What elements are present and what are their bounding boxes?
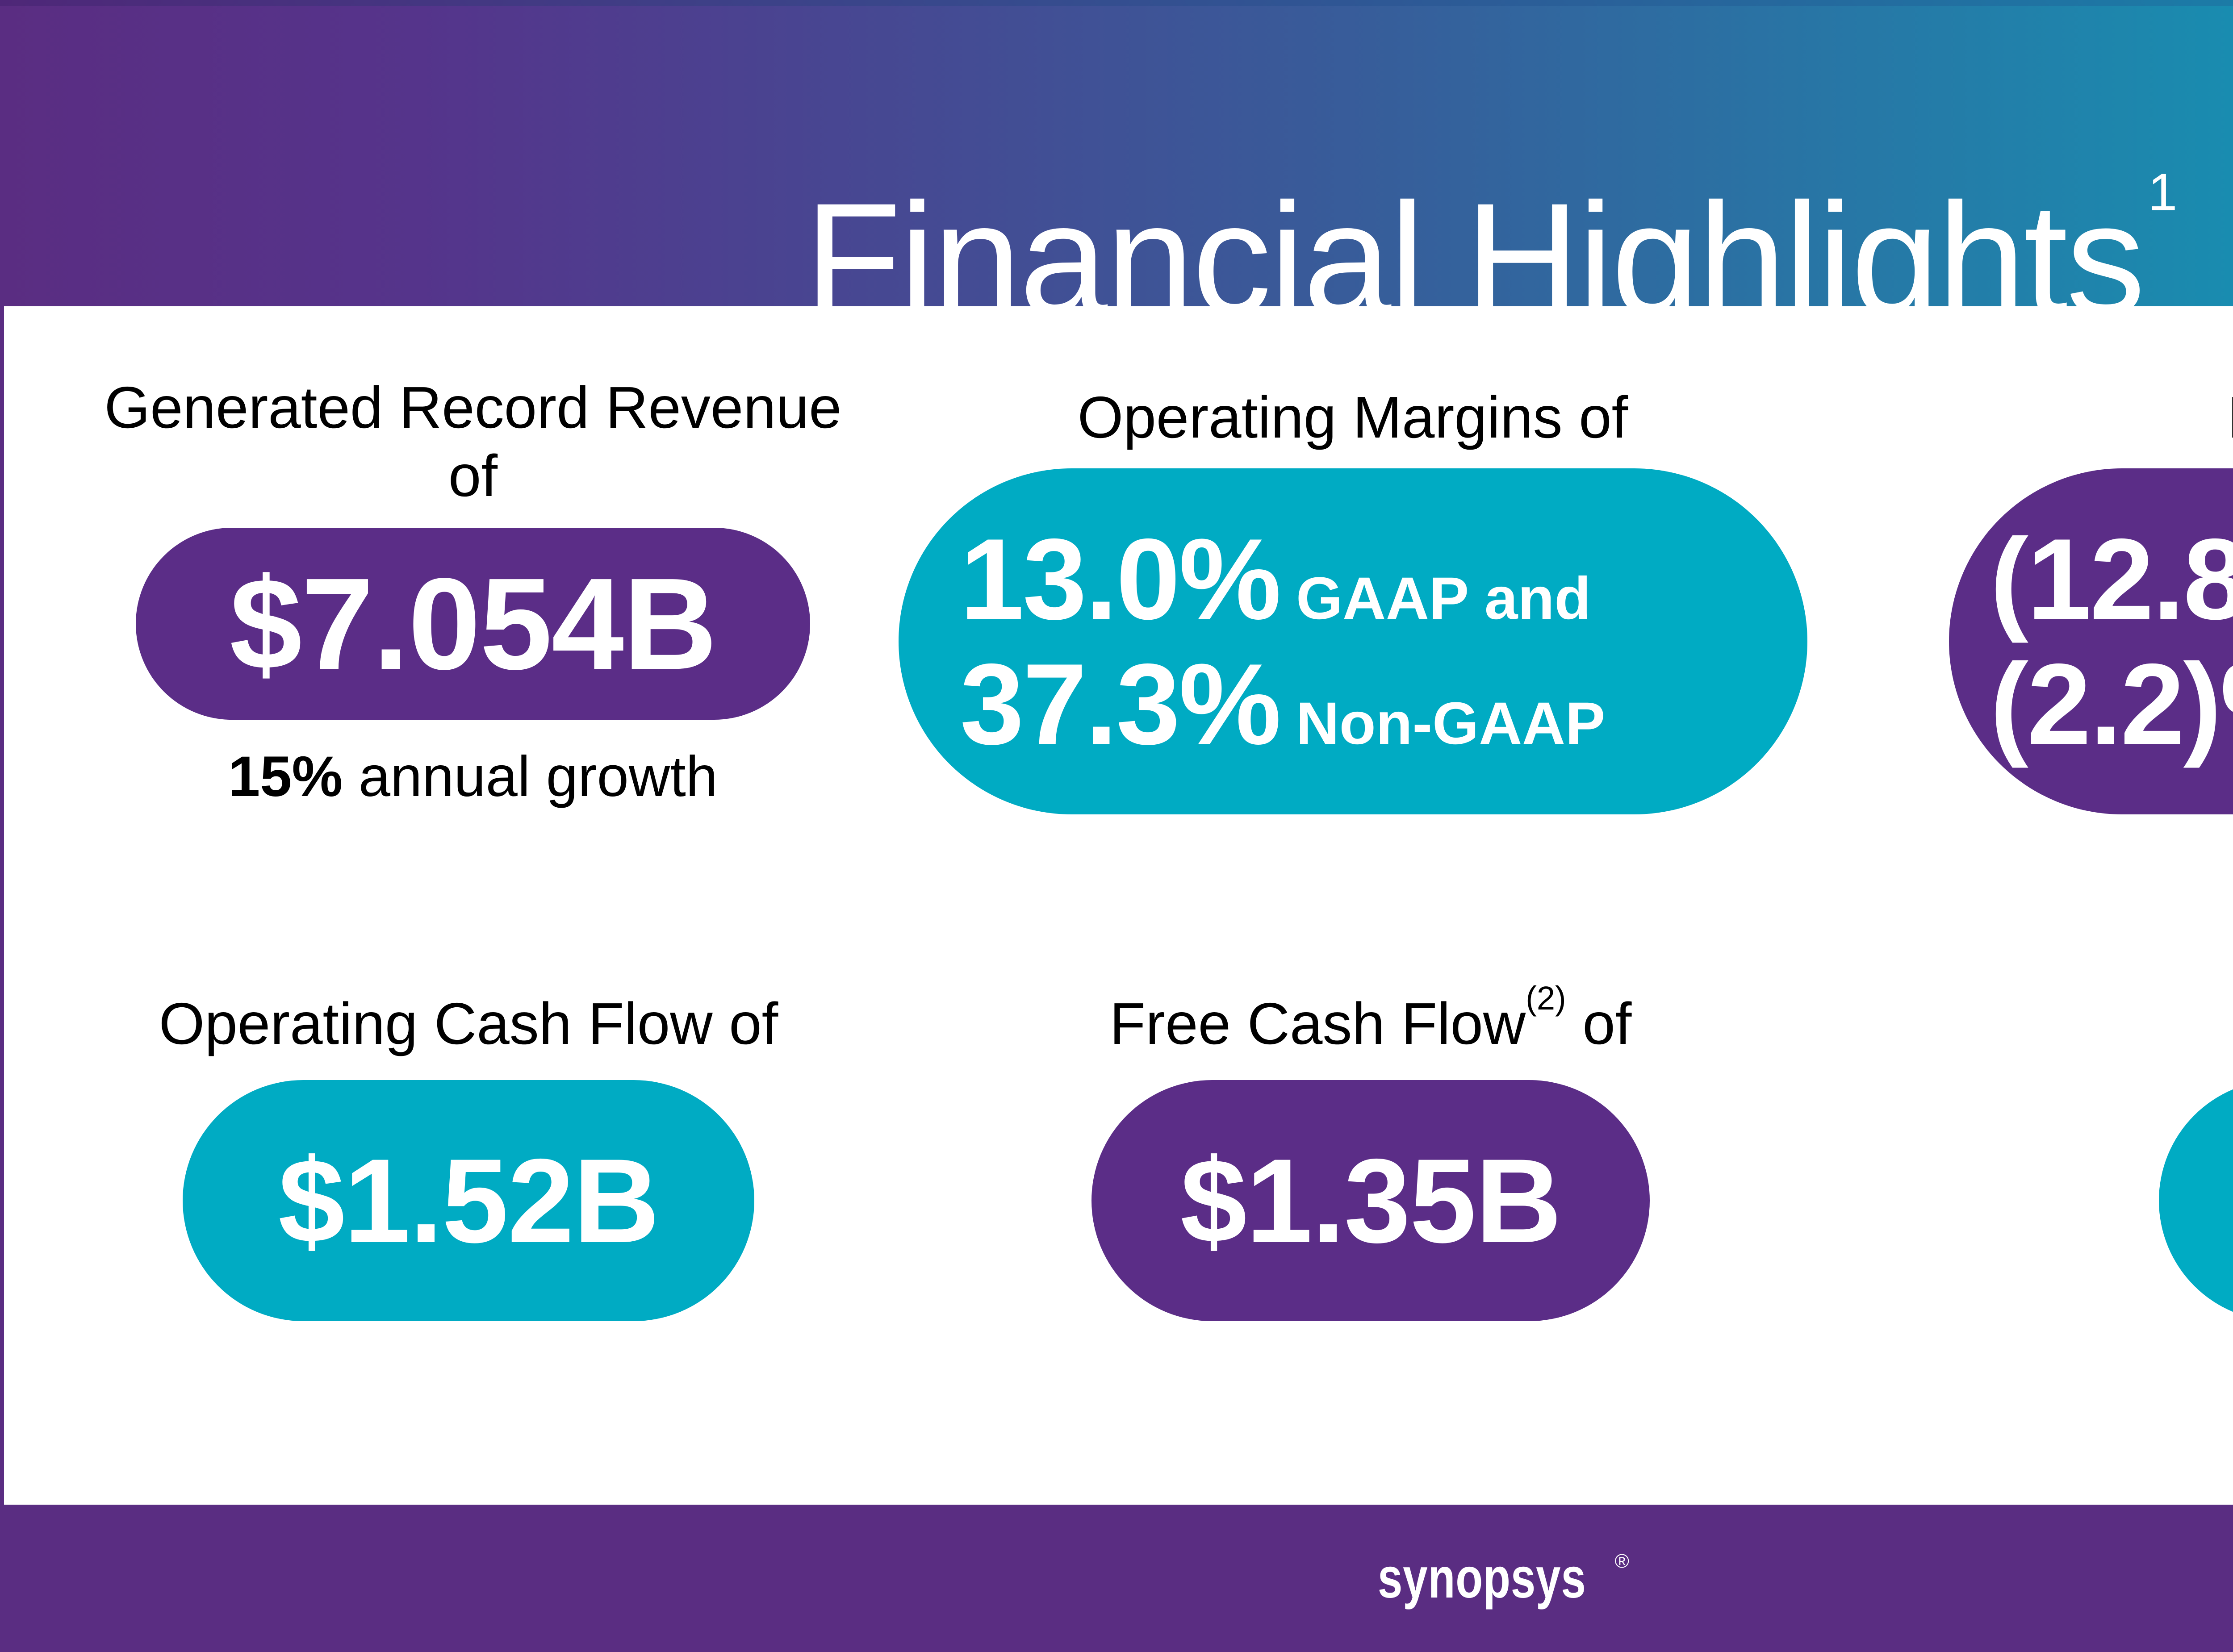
metric-pill-operating-margins: 13.0% GAAP and 37.3% Non-GAAP (898, 468, 1807, 815)
metric-card-operating-cash-flow: Operating Cash Flow of $1.52B (89, 989, 848, 1322)
metric-caption-nongaap-margin: Non-GAAP (1296, 690, 1606, 757)
metric-caption-gaap-margin: GAAP and (1296, 565, 1591, 632)
metric-pill-free-cash-flow: $1.35B (1091, 1080, 1650, 1322)
metric-subtext-revenue-bold: 15% (228, 745, 343, 809)
metric-line-nongaap-margin: 37.3% Non-GAAP (960, 639, 1606, 768)
metric-card-backlog: Backlog(3) of $11.4B (2099, 989, 2233, 1322)
slide-body: Generated Record Revenue of $7.054B 15% … (4, 306, 2233, 1505)
metric-line-nongaap-eps: (2.2)% Non-GAAP (1990, 639, 2233, 768)
left-edge-border (0, 306, 4, 1505)
page-title: Financial Highlights 1 (0, 106, 2233, 306)
metric-label-free-cash-flow: Free Cash Flow(2) of (1109, 980, 1632, 1058)
metric-value-revenue: $7.054B (230, 551, 717, 697)
metric-value-nongaap-eps: (2.2)% (1990, 639, 2233, 768)
metrics-row-bottom: Operating Cash Flow of $1.52B Free Cash … (4, 980, 2233, 1481)
metric-line-gaap-eps: (12.8)% GAAP and (1990, 521, 2233, 637)
synopsys-logo-wordmark: synopsys (1377, 1546, 1586, 1610)
metric-pill-backlog: $11.4B (2159, 1080, 2233, 1322)
metric-pill-eps-growth: (12.8)% GAAP and (2.2)% Non-GAAP (1949, 468, 2233, 815)
metric-pill-revenue: $7.054B (136, 528, 810, 720)
metric-label-free-cash-flow-footnote: (2) (1526, 980, 1566, 1017)
metric-label-free-cash-flow-main: Free Cash Flow (1109, 991, 1526, 1056)
metric-label-eps-growth: EPS Growth of (2227, 383, 2233, 451)
slide-header: Financial Highlights 1 (0, 0, 2233, 306)
metric-value-gaap-eps: (12.8)% (1990, 514, 2233, 643)
metric-pill-operating-cash-flow: $1.52B (183, 1080, 754, 1322)
metric-card-eps-growth: EPS Growth of (12.8)% GAAP and (2.2)% No… (1938, 383, 2233, 815)
metric-value-free-cash-flow: $1.35B (1180, 1134, 1562, 1268)
registered-trademark-icon: ® (1614, 1550, 1629, 1572)
metric-value-nongaap-margin: 37.3% (960, 639, 1282, 768)
metric-card-free-cash-flow: Free Cash Flow(2) of $1.35B (1022, 980, 1719, 1322)
slide-footer: synopsys ® (0, 1505, 2233, 1652)
metric-card-operating-margins: Operating Margins of 13.0% GAAP and 37.3… (870, 383, 1835, 815)
metric-label-free-cash-flow-suffix: of (1566, 991, 1632, 1056)
metric-line-gaap-margin: 13.0% GAAP and (960, 521, 1591, 637)
metric-subtext-revenue-rest: annual growth (343, 745, 718, 809)
metric-card-revenue: Generated Record Revenue of $7.054B 15% … (102, 373, 844, 809)
metric-label-operating-cash-flow: Operating Cash Flow of (159, 991, 778, 1056)
metric-value-operating-cash-flow: $1.52B (278, 1134, 660, 1268)
header-accent-line (0, 0, 2233, 6)
metric-subtext-revenue: 15% annual growth (228, 744, 718, 809)
synopsys-logo: synopsys ® (1348, 1550, 1629, 1607)
page-title-text: Financial Highlights (804, 171, 2145, 306)
metric-value-gaap-margin: 13.0% (960, 514, 1282, 643)
page-title-footnote-marker: 1 (2148, 163, 2178, 222)
metric-label-operating-margins: Operating Margins of (1077, 384, 1628, 450)
metric-label-revenue: Generated Record Revenue of (104, 375, 842, 509)
metrics-row-top: Generated Record Revenue of $7.054B 15% … (4, 373, 2233, 954)
